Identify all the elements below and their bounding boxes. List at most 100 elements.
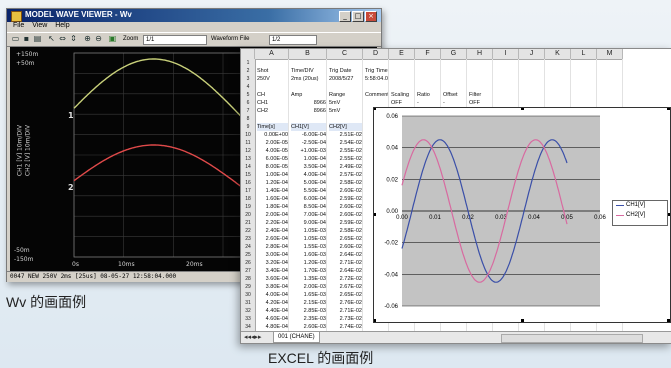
zoom-out-icon[interactable]: ⊖ — [95, 34, 102, 43]
cell[interactable]: 2.59E-02 — [339, 196, 362, 202]
cell[interactable]: 8.50E-04 — [303, 204, 326, 210]
column-header[interactable]: L — [571, 49, 597, 60]
maximize-button[interactable]: □ — [352, 11, 364, 22]
cell[interactable]: 1.80E-04 — [265, 204, 288, 210]
cell[interactable]: 2.55E-02 — [339, 156, 362, 162]
cell[interactable]: 2.35E-03 — [303, 316, 326, 322]
cell[interactable]: 5.00E-04 — [303, 180, 326, 186]
cell[interactable]: - — [417, 100, 419, 106]
cell[interactable]: 2.20E-04 — [265, 220, 288, 226]
column-header[interactable]: H — [467, 49, 493, 60]
cell[interactable]: 4.00E-04 — [265, 292, 288, 298]
menu-help[interactable]: Help — [55, 22, 70, 29]
cell[interactable]: 1.00E-04 — [265, 172, 288, 178]
spreadsheet-grid[interactable]: A B C D E F G H I J K L M 1 2 3 4 5 6 7 8 9 10 11 12 13 14 15 16 17 18… — [241, 49, 671, 338]
cell[interactable]: - — [443, 100, 445, 106]
cell[interactable]: 2.71E-02 — [339, 308, 362, 314]
zoom-in-icon[interactable]: ⊕ — [84, 34, 91, 43]
measure-icon[interactable]: ⇔ — [59, 34, 66, 43]
column-header[interactable]: F — [415, 49, 441, 60]
cell[interactable]: 2.58E-02 — [339, 180, 362, 186]
print-icon[interactable]: ▤ — [33, 34, 42, 43]
cell[interactable]: 2.58E-02 — [339, 228, 362, 234]
cell[interactable]: 2.57E-02 — [339, 172, 362, 178]
cell[interactable]: 2.65E-02 — [339, 292, 362, 298]
cell[interactable]: 2.59E-02 — [339, 220, 362, 226]
cell[interactable]: Ratio — [417, 92, 430, 98]
cell[interactable]: 0.00E+00 — [264, 132, 288, 138]
cell[interactable]: 5mV — [329, 100, 341, 106]
cell[interactable]: 1.20E-04 — [265, 180, 288, 186]
cell[interactable]: 2.40E-04 — [265, 228, 288, 234]
cell[interactable]: 5:58:04.0 — [365, 76, 388, 82]
cell[interactable]: 6.00E-04 — [303, 196, 326, 202]
column-header[interactable]: E — [389, 49, 415, 60]
cell[interactable]: Shot — [257, 68, 269, 74]
cell[interactable]: Time/DIV — [291, 68, 314, 74]
cell[interactable]: -2.50E-04 — [301, 140, 326, 146]
menu-file[interactable]: File — [13, 22, 25, 29]
cell[interactable]: Amp — [291, 92, 303, 98]
cell[interactable]: 2.60E-02 — [339, 204, 362, 210]
column-header[interactable]: J — [519, 49, 545, 60]
cell[interactable]: 1.60E-04 — [265, 196, 288, 202]
cell[interactable]: 3.40E-04 — [265, 268, 288, 274]
screen-icon[interactable]: ▣ — [108, 34, 117, 43]
cell[interactable]: 3.80E-04 — [265, 284, 288, 290]
cell[interactable]: 2.15E-03 — [303, 300, 326, 306]
open-icon[interactable]: ▭ — [11, 34, 20, 43]
cell[interactable]: 4.00E-05 — [265, 148, 288, 154]
cell[interactable]: 3.20E-04 — [265, 260, 288, 266]
cell[interactable]: 1.05E-03 — [303, 228, 326, 234]
cell[interactable]: 4.20E-04 — [265, 300, 288, 306]
horizontal-scrollbar[interactable] — [501, 334, 643, 343]
cell[interactable]: -6.00E-04 — [301, 132, 326, 138]
cell[interactable]: 2.51E-02 — [339, 132, 362, 138]
cell[interactable]: +1.00E-03 — [300, 148, 326, 154]
cell[interactable]: 2.67E-02 — [339, 284, 362, 290]
cell[interactable]: 5mV — [329, 108, 341, 114]
cell[interactable]: Time[s] — [257, 123, 288, 131]
cell[interactable]: 2.49E-02 — [339, 164, 362, 170]
cell[interactable]: 1.35E-03 — [303, 276, 326, 282]
cell[interactable]: 2008/5/27 — [329, 76, 354, 82]
cell[interactable]: 6.00E-05 — [265, 156, 288, 162]
cell[interactable]: 2.85E-03 — [303, 308, 326, 314]
cell[interactable]: 2.76E-02 — [339, 300, 362, 306]
cell[interactable]: 2.60E-04 — [265, 236, 288, 242]
cell[interactable]: OFF — [391, 100, 402, 106]
cell[interactable]: 1.20E-03 — [303, 260, 326, 266]
cell[interactable]: 2.73E-02 — [339, 316, 362, 322]
cell[interactable]: 2.80E-04 — [265, 244, 288, 250]
cell[interactable]: 7.00E-04 — [303, 212, 326, 218]
cell[interactable]: 3.60E-04 — [265, 276, 288, 282]
cell[interactable]: 2.65E-02 — [339, 236, 362, 242]
cell[interactable]: 250V — [257, 76, 270, 82]
cell[interactable]: 2ms (20us) — [291, 76, 319, 82]
cell[interactable]: 4.80E-04 — [265, 324, 288, 330]
cell[interactable]: 2.00E-04 — [265, 212, 288, 218]
ch2-marker[interactable]: 2 — [68, 183, 74, 192]
column-header[interactable]: A — [255, 49, 289, 60]
column-header[interactable]: D — [363, 49, 389, 60]
cell[interactable]: CH2 — [257, 108, 269, 114]
column-header[interactable]: K — [545, 49, 571, 60]
cell[interactable]: 4.60E-04 — [265, 316, 288, 322]
cell[interactable]: 2.00E-03 — [303, 284, 326, 290]
cell[interactable]: 5.50E-04 — [303, 188, 326, 194]
cell[interactable]: CH2[V] — [329, 123, 362, 131]
cell[interactable]: 1.40E-04 — [265, 188, 288, 194]
menu-view[interactable]: View — [32, 22, 48, 29]
cell[interactable]: 1.70E-03 — [303, 268, 326, 274]
cell[interactable]: 2.72E-02 — [339, 276, 362, 282]
save-icon[interactable]: ▪ — [23, 34, 30, 43]
cell[interactable]: 2.71E-02 — [339, 260, 362, 266]
cell[interactable]: 4.00E-04 — [303, 172, 326, 178]
zoom-select[interactable]: 1/1 — [143, 35, 207, 45]
column-header[interactable]: M — [597, 49, 623, 60]
cell[interactable]: Trig Date — [329, 68, 352, 74]
column-header[interactable]: C — [327, 49, 363, 60]
cell[interactable]: Range — [329, 92, 346, 98]
column-header[interactable]: I — [493, 49, 519, 60]
cell[interactable]: Scaling — [391, 92, 410, 98]
